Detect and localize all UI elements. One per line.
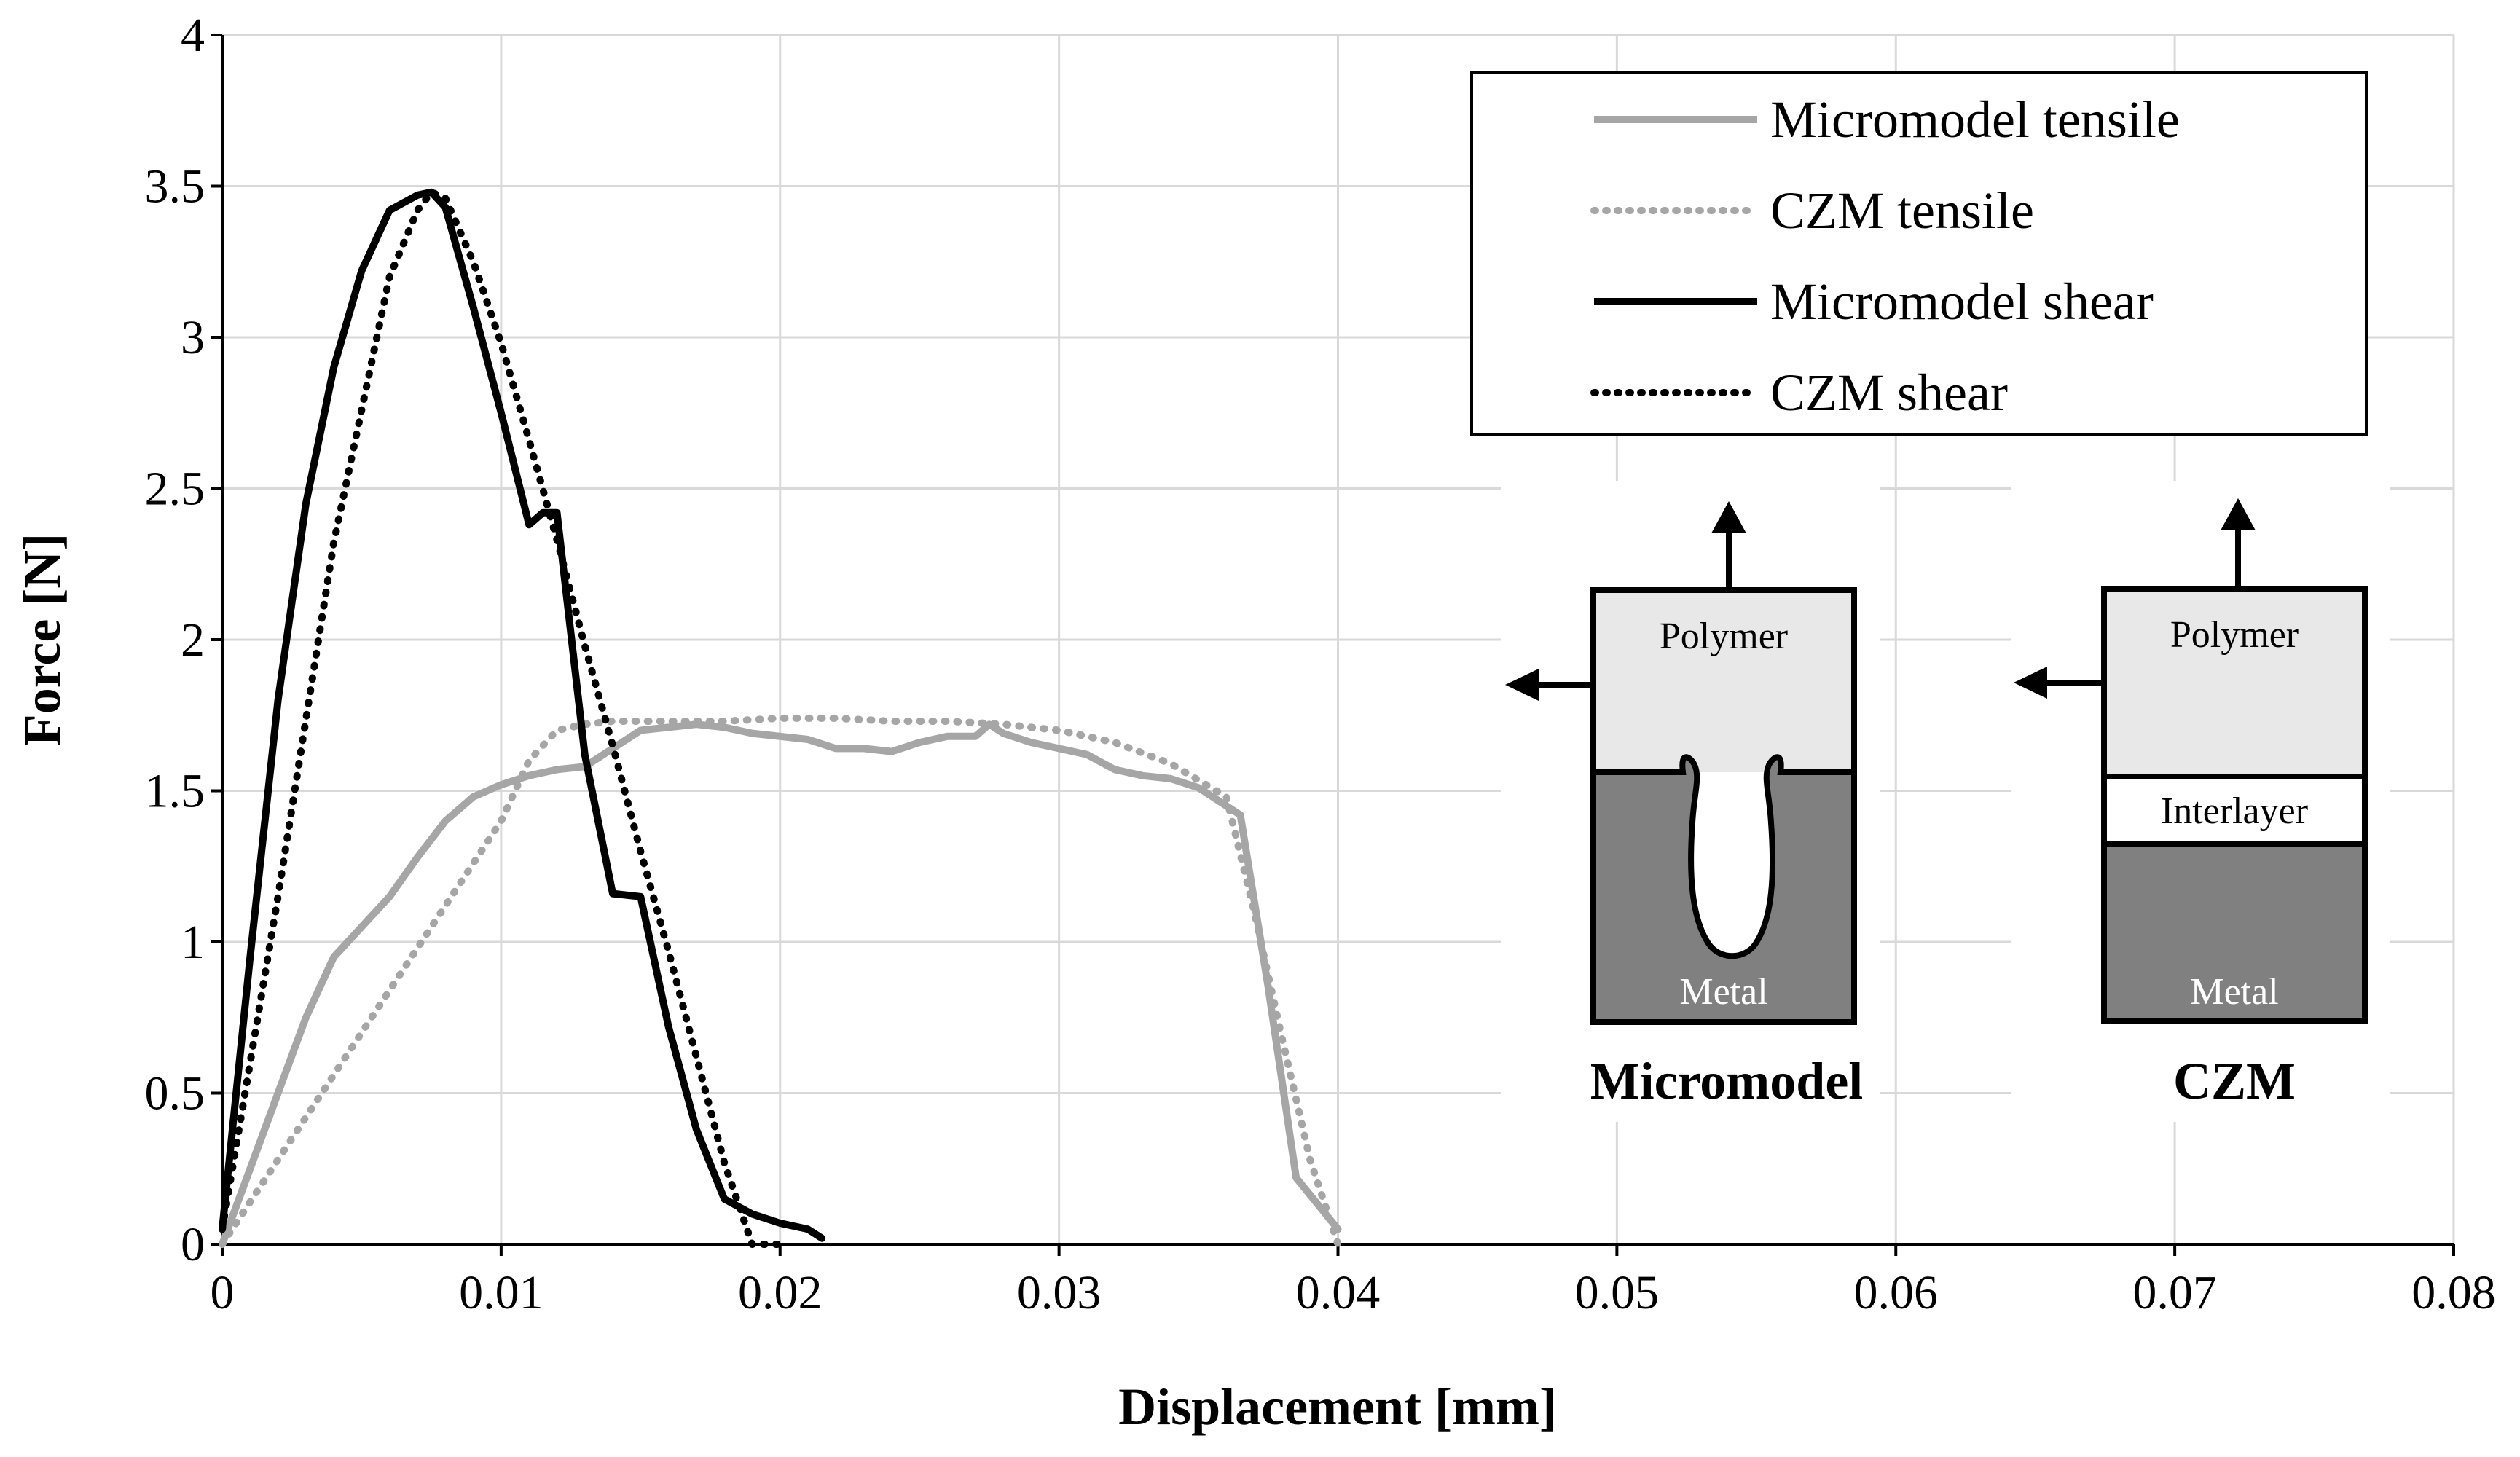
- x-tick-label: 0.07: [2132, 1266, 2217, 1319]
- czm-polymer-region: [2104, 589, 2365, 777]
- x-tick-label: 0.02: [738, 1266, 823, 1319]
- y-tick-label: 1.5: [145, 765, 205, 818]
- y-tick-label: 0.5: [145, 1067, 205, 1120]
- x-tick-label: 0: [211, 1266, 235, 1319]
- x-tick-label: 0.03: [1017, 1266, 1102, 1319]
- czm-interlayer-label: Interlayer: [2161, 790, 2308, 832]
- czm-polymer-label: Polymer: [2170, 614, 2299, 656]
- czm-metal-label: Metal: [2190, 971, 2278, 1013]
- czm-tensile-arrow-icon: [2221, 498, 2256, 530]
- czm-metal-region: [2104, 844, 2365, 1021]
- x-tick-label: 0.05: [1575, 1266, 1660, 1319]
- y-tick-label: 3: [181, 311, 205, 364]
- y-tick-label: 0: [181, 1218, 205, 1271]
- x-tick-label: 0.04: [1296, 1266, 1381, 1319]
- y-tick-label: 3.5: [145, 160, 205, 213]
- x-tick-label: 0.06: [1854, 1266, 1939, 1319]
- x-ticks: 0 0.01 0.02 0.03 0.04 0.05 0.06 0.07 0.08: [211, 1244, 2496, 1319]
- series-line-micromodel-shear: [219, 188, 826, 1242]
- schematic-micromodel: Polymer Metal Micromodel: [1501, 481, 1880, 1122]
- czm-outline: [2101, 586, 2368, 1024]
- micromodel-outline: [1590, 587, 1857, 1025]
- series-layer: [219, 188, 1342, 1248]
- series-line-czm-tensile: [219, 714, 1342, 1248]
- schematic-czm: Polymer Interlayer Metal CZM: [2011, 481, 2390, 1122]
- y-tick-label: 4: [181, 9, 205, 62]
- micromodel-metal-region: [1593, 757, 1854, 1022]
- series-line-czm-shear: [219, 188, 784, 1248]
- czm-interlayer-region: [2104, 777, 2365, 844]
- micromodel-polymer-region: [1593, 590, 1854, 772]
- micromodel-shear-arrow-icon: [1505, 669, 1539, 701]
- legend-box: [1470, 71, 2368, 436]
- y-ticks: 0 0.5 1 1.5 2 2.5 3 3.5 4: [145, 9, 222, 1271]
- y-tick-label: 2: [181, 613, 205, 667]
- micromodel-title: Micromodel: [1590, 1052, 1864, 1110]
- czm-title: CZM: [2173, 1052, 2296, 1110]
- x-tick-label: 0.01: [459, 1266, 543, 1319]
- micromodel-metal-label: Metal: [1679, 971, 1767, 1013]
- micromodel-interface-line: [1593, 754, 1854, 959]
- series-line-micromodel-tensile: [219, 720, 1342, 1248]
- legend: Micromodel tensile CZM tensile Micromode…: [1470, 71, 2368, 436]
- legend-label-micromodel-tensile: Micromodel tensile: [1770, 90, 2180, 149]
- y-tick-label: 1: [181, 916, 205, 969]
- y-tick-label: 2.5: [145, 463, 205, 516]
- micromodel-tensile-arrow-icon: [1711, 501, 1746, 533]
- legend-label-czm-tensile: CZM tensile: [1770, 181, 2034, 240]
- y-axis-title: Force [N]: [13, 533, 71, 747]
- micromodel-polymer-label: Polymer: [1660, 616, 1788, 657]
- legend-label-micromodel-shear: Micromodel shear: [1770, 272, 2154, 331]
- x-axis-title: Displacement [mm]: [1118, 1378, 1557, 1436]
- x-tick-label: 0.08: [2411, 1266, 2496, 1319]
- legend-label-czm-shear: CZM shear: [1770, 364, 2008, 422]
- czm-shear-arrow-icon: [2014, 667, 2047, 699]
